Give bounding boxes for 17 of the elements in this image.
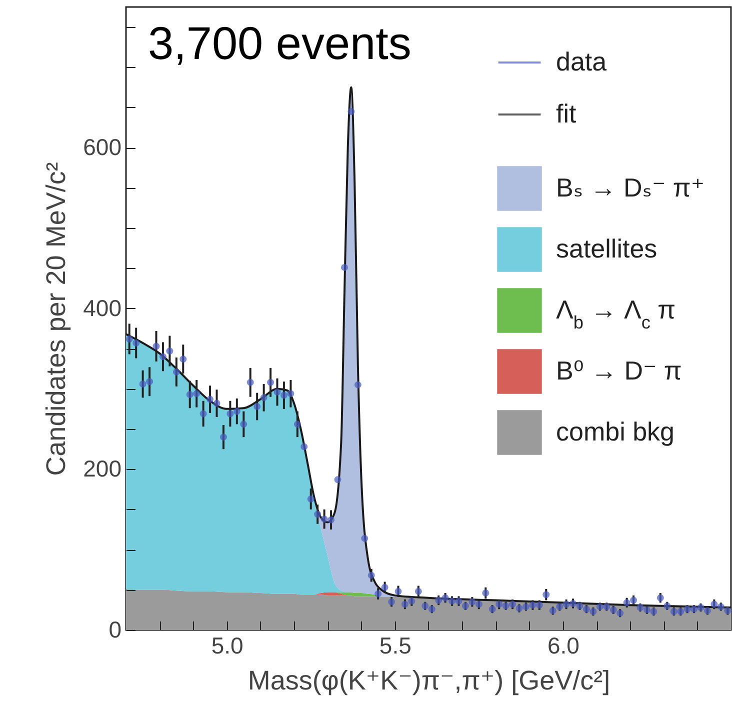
y-tick-label: 200 xyxy=(83,456,122,482)
annotation: 3,700 events xyxy=(148,17,412,69)
legend-label: combi bkg xyxy=(556,416,674,446)
x-tick-label: 5.0 xyxy=(211,632,244,658)
legend-label: B⁰ → D⁻ π xyxy=(556,356,682,386)
legend-label: Λ$_{b}$ → Λ$_{c}$ π xyxy=(556,294,676,332)
y-tick-label: 0 xyxy=(108,616,122,642)
y-tick-label: 600 xyxy=(83,134,122,160)
x-tick-label: 6.0 xyxy=(547,632,580,658)
x-tick-label: 5.5 xyxy=(379,632,412,658)
legend-label: Bₛ → Dₛ⁻ π⁺ xyxy=(556,172,705,202)
legend-label: fit xyxy=(556,98,577,128)
legend-label: data xyxy=(556,46,608,76)
y-axis-title: Candidates per 20 MeV/c² xyxy=(41,162,72,476)
x-axis-title: Mass(φ(K⁺K⁻)π⁻,π⁺) [GeV/c²] xyxy=(248,666,610,696)
y-tick-label: 400 xyxy=(83,294,122,321)
legend-label: satellites xyxy=(556,234,658,264)
